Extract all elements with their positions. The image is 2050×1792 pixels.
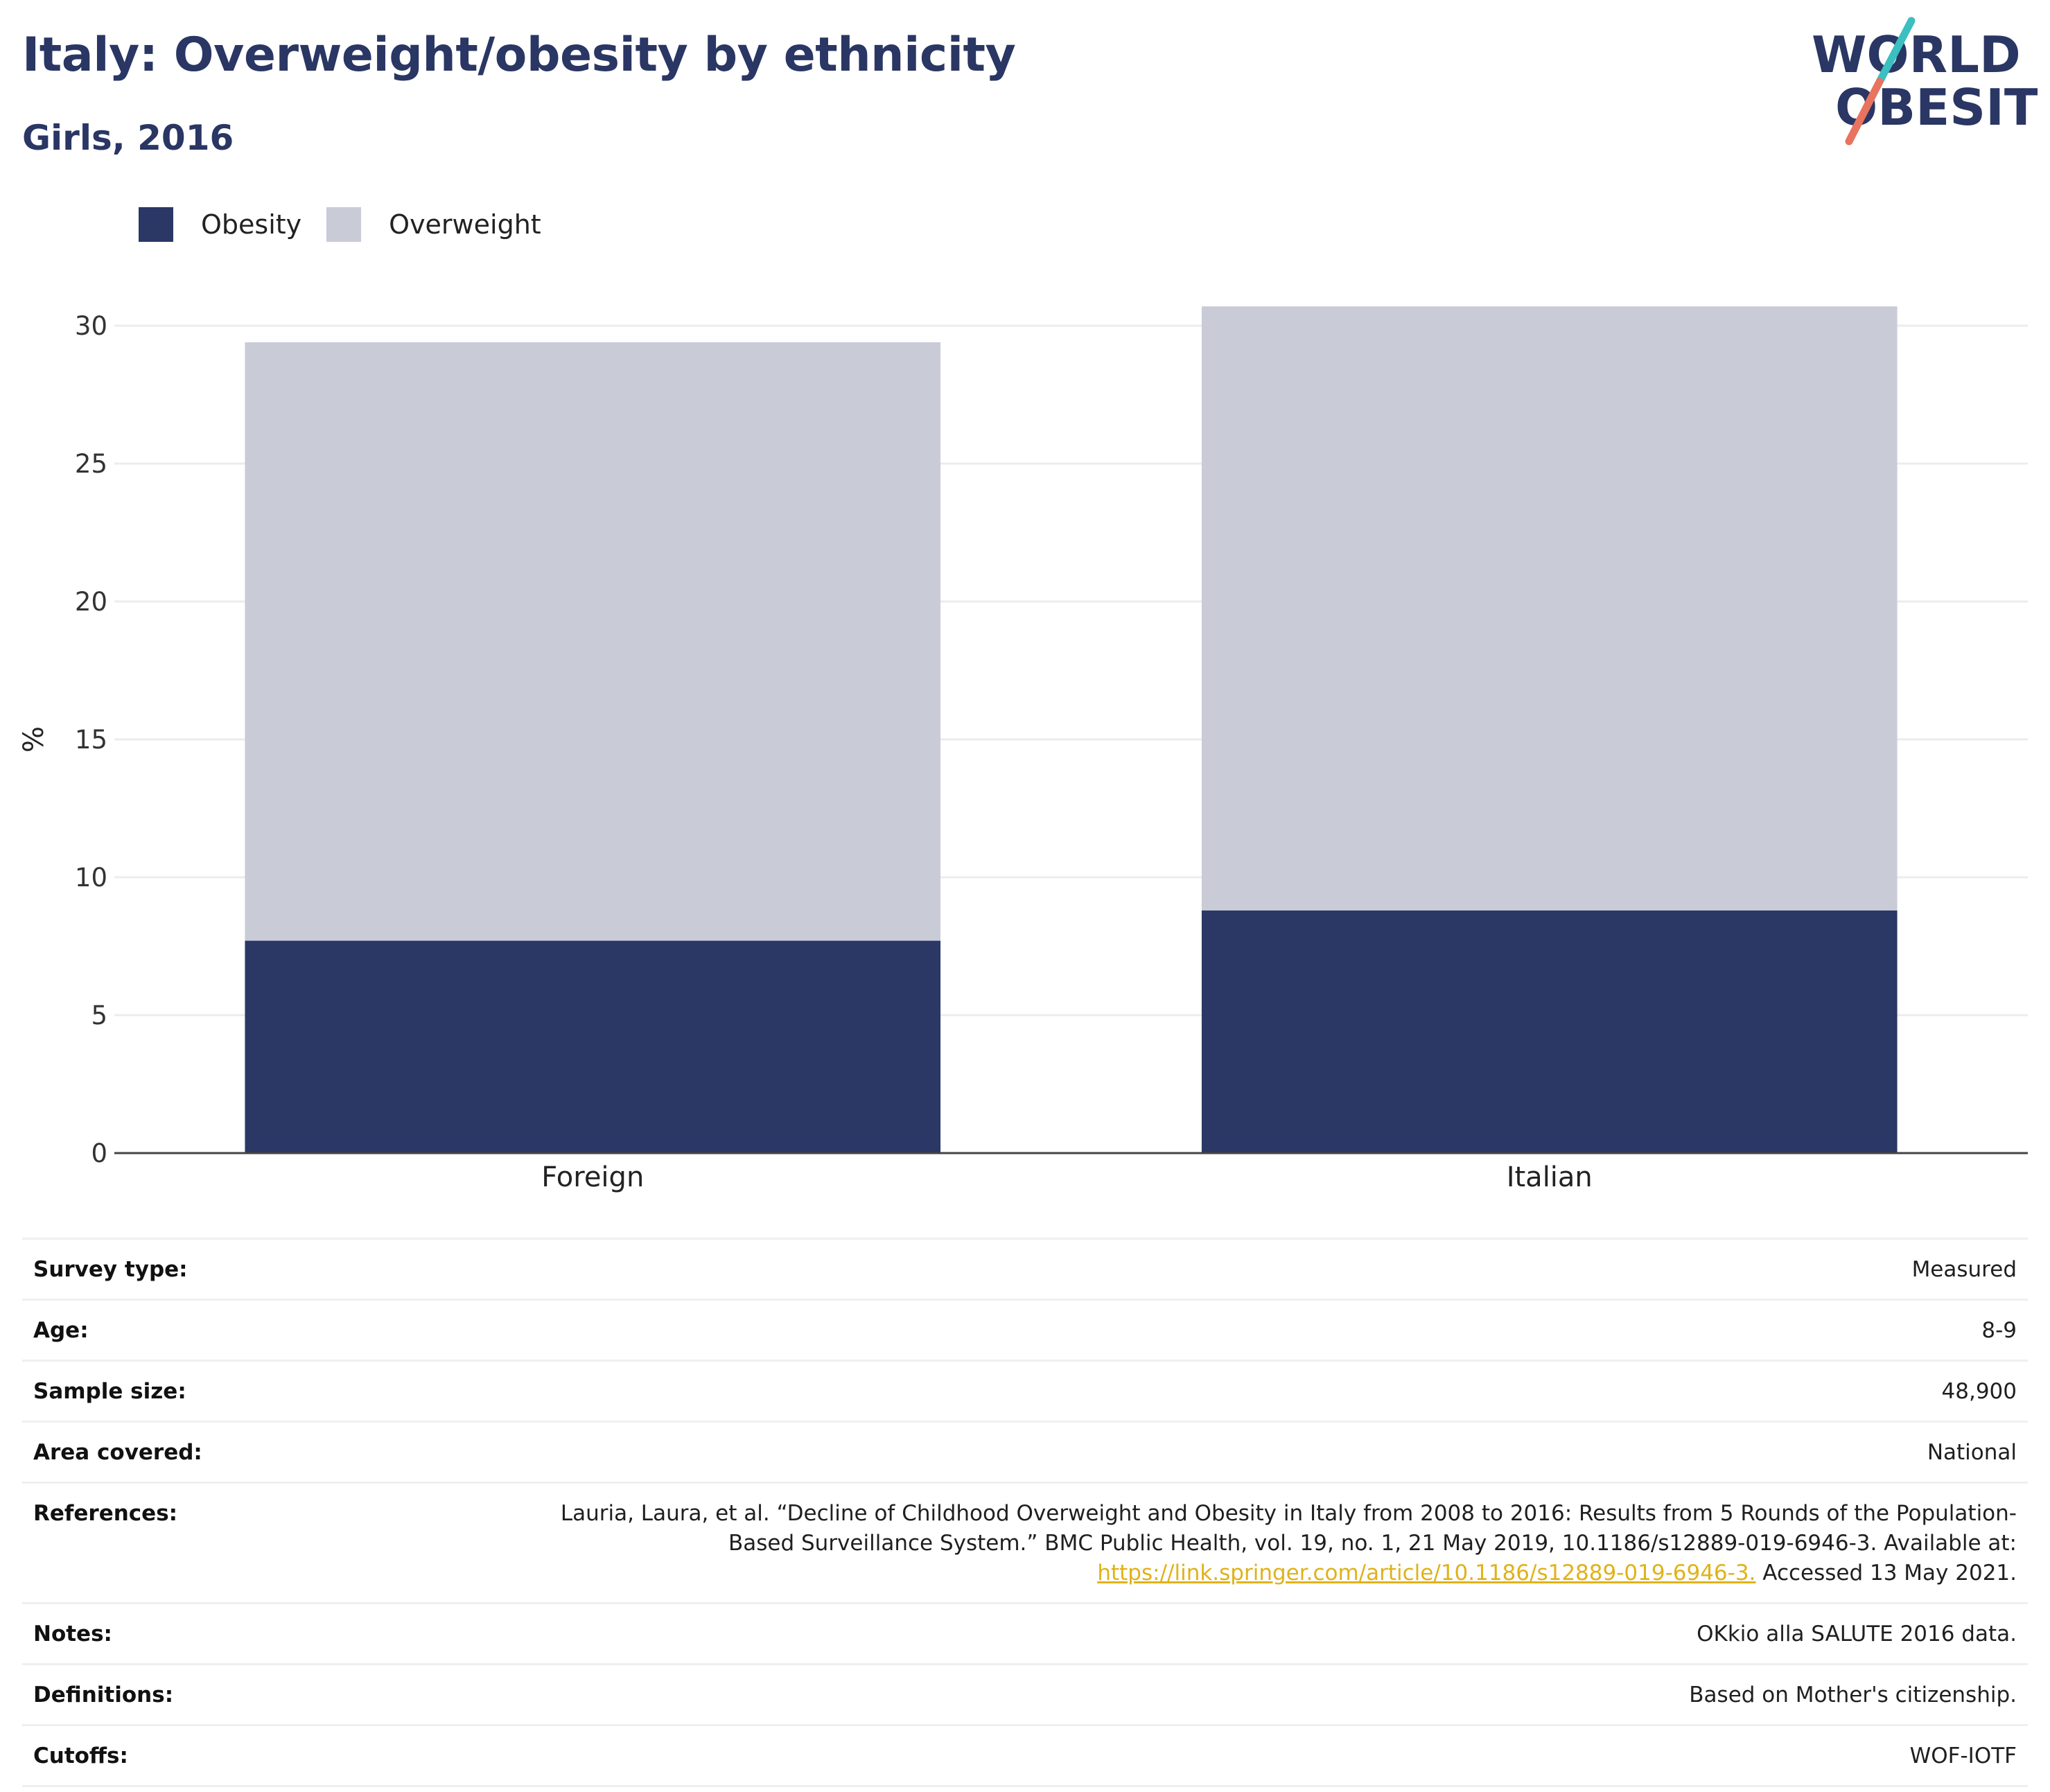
logo-word-world: WORLD (1812, 26, 2021, 84)
chart-subtitle: Girls, 2016 (22, 118, 234, 158)
legend-swatch-obesity (139, 207, 173, 242)
info-row-sample-size: Sample size: 48,900 (22, 1362, 2028, 1423)
bar-overweight-italian[interactable] (1201, 306, 1898, 911)
legend-label-overweight: Overweight (389, 209, 541, 240)
reference-line-1: Lauria, Laura, et al. “Decline of Childh… (560, 1501, 2017, 1526)
info-value: 8-9 (1981, 1318, 2017, 1343)
chart-title: Italy: Overweight/obesity by ethnicity (22, 28, 1016, 82)
logo-slash-teal (1875, 17, 1916, 86)
legend-swatch-overweight (326, 207, 362, 242)
info-value: 48,900 (1941, 1379, 2017, 1404)
info-row-cutoffs: Cutoffs: WOF-IOTF (22, 1726, 2028, 1787)
reference-link[interactable]: https://link.springer.com/article/10.118… (1097, 1561, 1756, 1585)
info-value: OKkio alla SALUTE 2016 data. (1697, 1622, 2017, 1646)
x-axis-labels: Foreign Italian (541, 1161, 1593, 1193)
y-axis-title: % (18, 726, 50, 753)
bar-overweight-foreign[interactable] (245, 342, 941, 941)
info-value: WOF-IOTF (1909, 1743, 2017, 1768)
y-axis-ticks: 0 5 10 15 20 25 30 (75, 311, 107, 1168)
chart-legend: Obesity Overweight (139, 207, 566, 243)
y-tick-label: 30 (75, 311, 107, 341)
info-label: Age: (33, 1318, 89, 1343)
info-label: Cutoffs: (33, 1743, 128, 1768)
info-label: References: (33, 1501, 178, 1526)
y-tick-label: 10 (75, 863, 107, 893)
bar-obesity-italian[interactable] (1201, 910, 1898, 1153)
info-label: Area covered: (33, 1440, 202, 1465)
reference-text: Lauria, Laura, et al. “Decline of Childh… (449, 1499, 2017, 1588)
legend-item-overweight[interactable]: Overweight (326, 207, 541, 242)
info-value: Measured (1911, 1257, 2017, 1282)
logo-slash-coral (1845, 78, 1884, 146)
info-label: Notes: (33, 1622, 112, 1646)
x-category-label: Italian (1507, 1161, 1593, 1193)
survey-info-table: Survey type: Measured Age: 8-9 Sample si… (22, 1238, 2028, 1787)
info-value: National (1927, 1440, 2017, 1465)
stacked-bar-chart: 0 5 10 15 20 25 30 Foreign Italian % (18, 306, 2028, 1193)
info-row-notes: Notes: OKkio alla SALUTE 2016 data. (22, 1604, 2028, 1665)
y-tick-label: 20 (75, 587, 107, 617)
info-label: Sample size: (33, 1379, 186, 1404)
info-row-age: Age: 8-9 (22, 1301, 2028, 1362)
info-label: Survey type: (33, 1257, 188, 1282)
info-value: Based on Mother's citizenship. (1689, 1683, 2017, 1707)
reference-line-2: Based Surveillance System.” BMC Public H… (728, 1531, 2017, 1556)
bar-obesity-foreign[interactable] (245, 940, 941, 1153)
info-row-references: References: Lauria, Laura, et al. “Decli… (22, 1484, 2028, 1604)
info-label: Definitions: (33, 1683, 174, 1707)
y-tick-label: 15 (75, 725, 107, 755)
info-row-area-covered: Area covered: National (22, 1423, 2028, 1484)
bars (245, 306, 1898, 1153)
x-category-label: Foreign (541, 1161, 644, 1193)
info-row-definitions: Definitions: Based on Mother's citizensh… (22, 1665, 2028, 1726)
y-tick-label: 5 (91, 1001, 107, 1030)
reference-accessed: Accessed 13 May 2021. (1755, 1561, 2017, 1585)
legend-item-obesity[interactable]: Obesity (139, 207, 301, 242)
world-obesity-logo: WORLD OBESITY (1812, 17, 2038, 146)
legend-label-obesity: Obesity (201, 209, 302, 240)
y-tick-label: 0 (91, 1139, 107, 1168)
info-row-survey-type: Survey type: Measured (22, 1240, 2028, 1301)
y-tick-label: 25 (75, 449, 107, 479)
